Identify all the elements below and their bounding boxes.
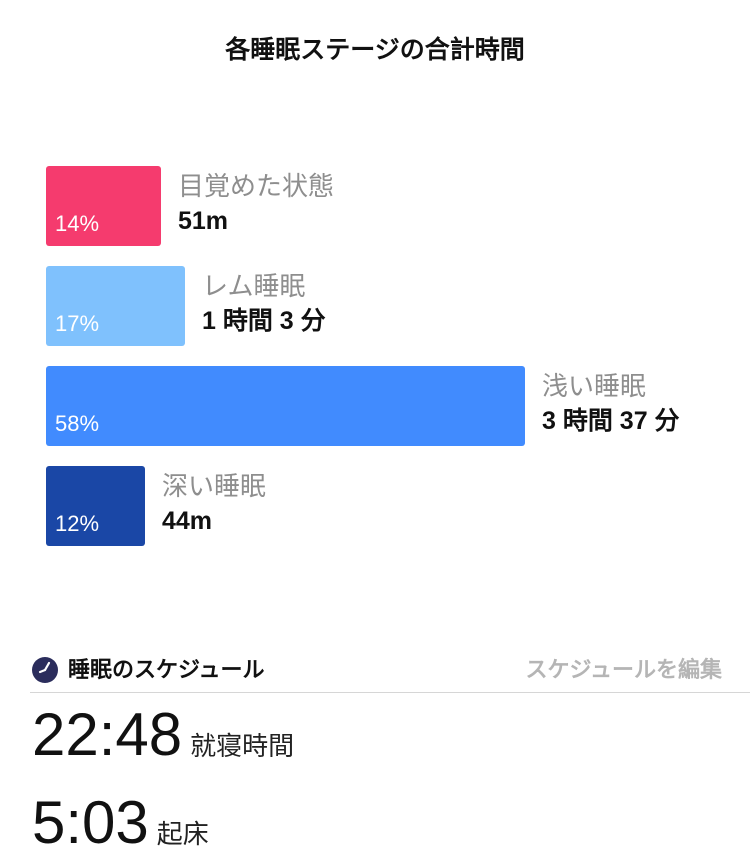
stage-bar-rem: 17% xyxy=(46,266,185,346)
edit-schedule-link[interactable]: スケジュールを編集 xyxy=(525,658,722,683)
stage-name: 浅い睡眠 xyxy=(542,372,647,402)
wake-label: 起床 xyxy=(156,820,209,850)
stage-duration: 44m xyxy=(162,507,213,535)
stage-duration: 3 時間 37 分 xyxy=(542,407,680,435)
wake-row: 5:03 起床 xyxy=(32,788,209,857)
stage-bar-light: 58% xyxy=(46,366,525,446)
stage-bar-awake: 14% xyxy=(46,166,161,246)
divider xyxy=(30,692,750,693)
page-title: 各睡眠ステージの合計時間 xyxy=(225,35,525,64)
bedtime-row: 22:48 就寝時間 xyxy=(32,700,294,769)
stage-label: 目覚めた状態 51m xyxy=(178,170,334,238)
stage-label: 浅い睡眠 3 時間 37 分 xyxy=(542,370,680,438)
stage-percent: 12% xyxy=(55,511,100,536)
sleep-schedule-title: 睡眠のスケジュール xyxy=(68,658,265,683)
stage-duration: 1 時間 3 分 xyxy=(202,307,326,335)
sleep-schedule-header: 睡眠のスケジュール スケジュールを編集 xyxy=(32,655,722,687)
stage-percent: 17% xyxy=(55,311,100,336)
stage-name: レム睡眠 xyxy=(202,272,306,302)
bedtime-label: 就寝時間 xyxy=(190,732,295,762)
stage-label: レム睡眠 1 時間 3 分 xyxy=(202,270,326,338)
clock-icon xyxy=(32,657,58,683)
stage-name: 目覚めた状態 xyxy=(178,172,335,202)
stage-percent: 58% xyxy=(55,411,100,436)
bedtime-value: 22:48 xyxy=(32,701,183,768)
stage-name: 深い睡眠 xyxy=(162,472,267,502)
stage-label: 深い睡眠 44m xyxy=(162,470,266,538)
stage-bar-deep: 12% xyxy=(46,466,145,546)
wake-value: 5:03 xyxy=(32,789,149,856)
stage-percent: 14% xyxy=(55,211,100,236)
stage-duration: 51m xyxy=(178,207,229,235)
